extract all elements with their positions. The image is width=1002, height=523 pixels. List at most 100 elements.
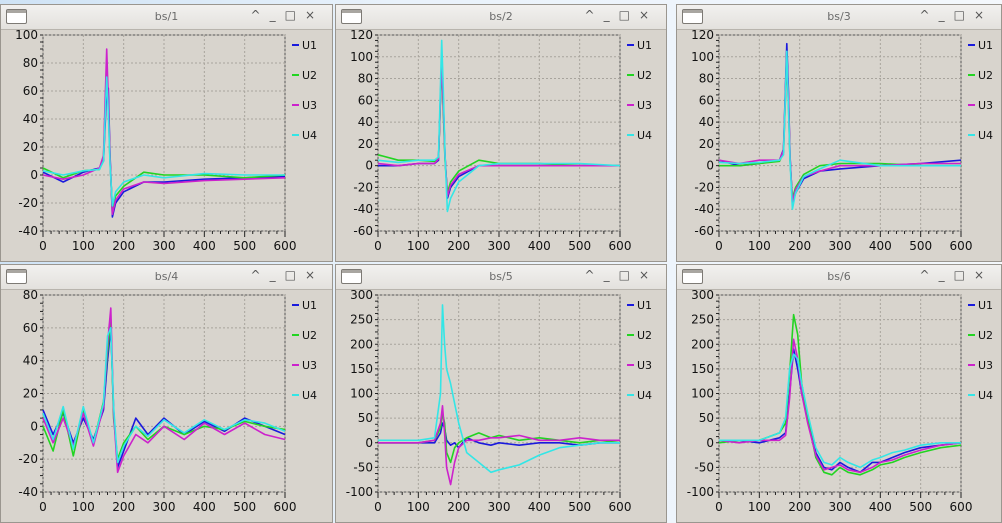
legend-label: U1 xyxy=(978,299,993,312)
window-titlebar[interactable]: bs/5 ^_□× xyxy=(336,265,666,290)
x-tick-label: 400 xyxy=(528,500,551,514)
x-tick-label: 400 xyxy=(528,239,551,253)
legend-label: U3 xyxy=(637,99,652,112)
x-tick-label: 600 xyxy=(274,500,297,514)
x-tick-label: 600 xyxy=(274,239,297,253)
close-icon[interactable]: × xyxy=(304,8,324,22)
minimize-icon[interactable]: _ xyxy=(269,8,285,22)
legend-label: U1 xyxy=(302,299,317,312)
series-line-u1 xyxy=(719,348,962,474)
window-titlebar[interactable]: bs/2 ^_□× xyxy=(336,5,666,30)
roll-up-icon[interactable]: ^ xyxy=(250,268,270,282)
x-tick-label: 0 xyxy=(374,500,382,514)
chart-svg: 0 100 200 300 400 500 600 -60 -40 -20 0 20 40 60 80 100… xyxy=(350,29,652,253)
x-tick-label: 0 xyxy=(39,500,47,514)
y-tick-label: 250 xyxy=(350,313,373,327)
window-menu-button[interactable] xyxy=(341,9,362,24)
plot-window-2[interactable]: bs/2 ^_□× 0 100 200 300 400 500 600 -60 -40 -20 0 20 4… xyxy=(335,4,667,262)
x-tick-label: 0 xyxy=(715,500,723,514)
y-tick-label: 20 xyxy=(23,140,38,154)
legend-label: U2 xyxy=(978,69,993,82)
y-tick-label: 40 xyxy=(358,115,373,129)
x-tick-label: 400 xyxy=(193,500,216,514)
y-tick-label: 0 xyxy=(706,436,714,450)
plot-window-5[interactable]: bs/5 ^_□× 0 100 200 300 400 500 600 -100 -50 0 50 100… xyxy=(335,264,667,523)
close-icon[interactable]: × xyxy=(304,268,324,282)
y-tick-label: 20 xyxy=(699,137,714,151)
legend-label: U4 xyxy=(637,389,652,402)
window-menu-button[interactable] xyxy=(6,9,27,24)
window-titlebar[interactable]: bs/3 ^_□× xyxy=(677,5,1001,30)
minimize-icon[interactable]: _ xyxy=(603,268,619,282)
window-menu-button[interactable] xyxy=(341,269,362,284)
maximize-icon[interactable]: □ xyxy=(284,8,305,22)
y-tick-label: 300 xyxy=(350,289,373,302)
close-icon[interactable]: × xyxy=(973,268,993,282)
minimize-icon[interactable]: _ xyxy=(938,8,954,22)
x-tick-label: 400 xyxy=(869,239,892,253)
x-tick-label: 200 xyxy=(788,500,811,514)
roll-up-icon[interactable]: ^ xyxy=(919,268,939,282)
roll-up-icon[interactable]: ^ xyxy=(919,8,939,22)
roll-up-icon[interactable]: ^ xyxy=(584,8,604,22)
x-tick-label: 200 xyxy=(788,239,811,253)
y-tick-label: 60 xyxy=(699,93,714,107)
x-tick-label: 0 xyxy=(374,239,382,253)
minimize-icon[interactable]: _ xyxy=(269,268,285,282)
maximize-icon[interactable]: □ xyxy=(618,8,639,22)
window-menu-button[interactable] xyxy=(682,9,703,24)
y-tick-label: 50 xyxy=(358,411,373,425)
y-tick-label: 120 xyxy=(350,29,373,42)
x-tick-label: 600 xyxy=(609,500,632,514)
window-controls: ^_□× xyxy=(251,268,324,282)
close-icon[interactable]: × xyxy=(638,268,658,282)
window-controls: ^_□× xyxy=(920,8,993,22)
grid xyxy=(42,34,286,232)
legend-label: U2 xyxy=(978,329,993,342)
minimize-icon[interactable]: _ xyxy=(603,8,619,22)
plot-window-3[interactable]: bs/3 ^_□× 0 100 200 300 400 500 600 -60 -40 -20 0 20 4… xyxy=(676,4,1002,262)
close-icon[interactable]: × xyxy=(638,8,658,22)
y-tick-label: 0 xyxy=(365,159,373,173)
window-titlebar[interactable]: bs/1 ^_□× xyxy=(1,5,332,30)
y-tick-label: 50 xyxy=(699,411,714,425)
plot-window-4[interactable]: bs/4 ^_□× 0 100 200 300 400 500 600 -40 -20 0 20 40 60… xyxy=(0,264,333,523)
y-tick-label: 200 xyxy=(350,337,373,351)
window-controls: ^_□× xyxy=(585,268,658,282)
x-tick-label: 300 xyxy=(829,239,852,253)
y-tick-label: 80 xyxy=(699,72,714,86)
window-title: bs/6 xyxy=(827,270,851,283)
y-tick-label: 80 xyxy=(23,289,38,302)
legend-label: U1 xyxy=(637,299,652,312)
x-tick-label: 400 xyxy=(869,500,892,514)
roll-up-icon[interactable]: ^ xyxy=(250,8,270,22)
close-icon[interactable]: × xyxy=(973,8,993,22)
legend-label: U4 xyxy=(302,129,317,142)
series-line-u2 xyxy=(718,313,962,476)
window-menu-button[interactable] xyxy=(682,269,703,284)
y-tick-label: 250 xyxy=(691,313,714,327)
y-tick-label: 60 xyxy=(23,321,38,335)
y-tick-label: 120 xyxy=(691,29,714,42)
window-menu-button[interactable] xyxy=(6,269,27,284)
legend-label: U1 xyxy=(302,39,317,52)
series-line-u4 xyxy=(718,50,961,210)
y-tick-label: -40 xyxy=(353,202,373,216)
x-tick-label: 100 xyxy=(72,239,95,253)
maximize-icon[interactable]: □ xyxy=(284,268,305,282)
x-tick-label: 0 xyxy=(715,239,723,253)
window-titlebar[interactable]: bs/6 ^_□× xyxy=(677,265,1001,290)
y-tick-label: 20 xyxy=(358,137,373,151)
plot-window-6[interactable]: bs/6 ^_□× 0 100 200 300 400 500 600 -100 -50 0 50 100… xyxy=(676,264,1002,523)
legend-label: U2 xyxy=(302,69,317,82)
window-titlebar[interactable]: bs/4 ^_□× xyxy=(1,265,332,290)
plot-window-1[interactable]: bs/1 ^_□× 0 100 200 300 400 500 600 -40 -20 0 20 40 60… xyxy=(0,4,333,262)
minimize-icon[interactable]: _ xyxy=(938,268,954,282)
series-line-u4 xyxy=(42,326,286,464)
maximize-icon[interactable]: □ xyxy=(618,268,639,282)
roll-up-icon[interactable]: ^ xyxy=(584,268,604,282)
legend-label: U4 xyxy=(302,389,317,402)
maximize-icon[interactable]: □ xyxy=(953,8,974,22)
window-controls: ^_□× xyxy=(585,8,658,22)
maximize-icon[interactable]: □ xyxy=(953,268,974,282)
